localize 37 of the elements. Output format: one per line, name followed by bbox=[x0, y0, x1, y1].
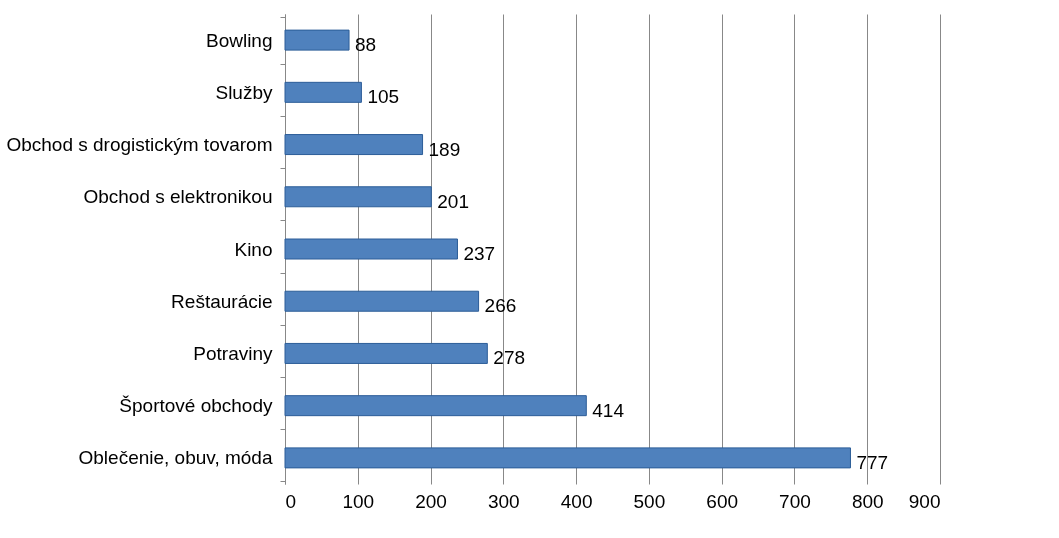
data-label: 105 bbox=[367, 86, 400, 108]
x-tick-label: 200 bbox=[415, 490, 447, 512]
x-tick-label: 500 bbox=[633, 490, 666, 512]
bar bbox=[284, 81, 362, 103]
data-label: 777 bbox=[856, 451, 889, 473]
y-tick-label: Obchod s drogistickým tovarom bbox=[6, 134, 273, 156]
y-tick-label: Potraviny bbox=[193, 342, 273, 364]
bar bbox=[284, 29, 350, 51]
bar bbox=[284, 342, 488, 364]
data-label: 266 bbox=[484, 295, 517, 317]
x-tick-label: 100 bbox=[342, 490, 375, 512]
bar bbox=[284, 186, 432, 208]
y-tick-label: Reštaurácie bbox=[171, 290, 273, 312]
bar bbox=[284, 395, 587, 417]
x-tick-label: 300 bbox=[487, 490, 520, 512]
y-tick-label: Služby bbox=[215, 81, 273, 103]
x-tick-label: 900 bbox=[908, 490, 941, 512]
data-label: 189 bbox=[428, 138, 461, 160]
data-label: 414 bbox=[592, 399, 625, 421]
x-tick-label: 400 bbox=[560, 490, 593, 512]
data-label: 88 bbox=[355, 34, 377, 56]
x-tick-label: 700 bbox=[779, 490, 811, 512]
bar bbox=[284, 290, 480, 312]
y-tick-label: Obchod s elektronikou bbox=[83, 186, 273, 208]
bar bbox=[284, 238, 458, 260]
bar bbox=[284, 134, 424, 156]
x-tick-label: 600 bbox=[706, 490, 739, 512]
data-label: 201 bbox=[437, 190, 469, 212]
x-tick-label: 800 bbox=[851, 490, 884, 512]
y-tick-label: Športové obchody bbox=[119, 395, 273, 417]
y-tick-label: Oblečenie, obuv, móda bbox=[78, 447, 273, 469]
data-label: 237 bbox=[463, 243, 496, 264]
bar bbox=[284, 447, 851, 469]
data-label: 278 bbox=[493, 347, 526, 369]
y-tick-label: Kino bbox=[234, 238, 273, 260]
x-tick-label: 0 bbox=[285, 490, 297, 512]
y-tick-label: Bowling bbox=[205, 29, 273, 51]
